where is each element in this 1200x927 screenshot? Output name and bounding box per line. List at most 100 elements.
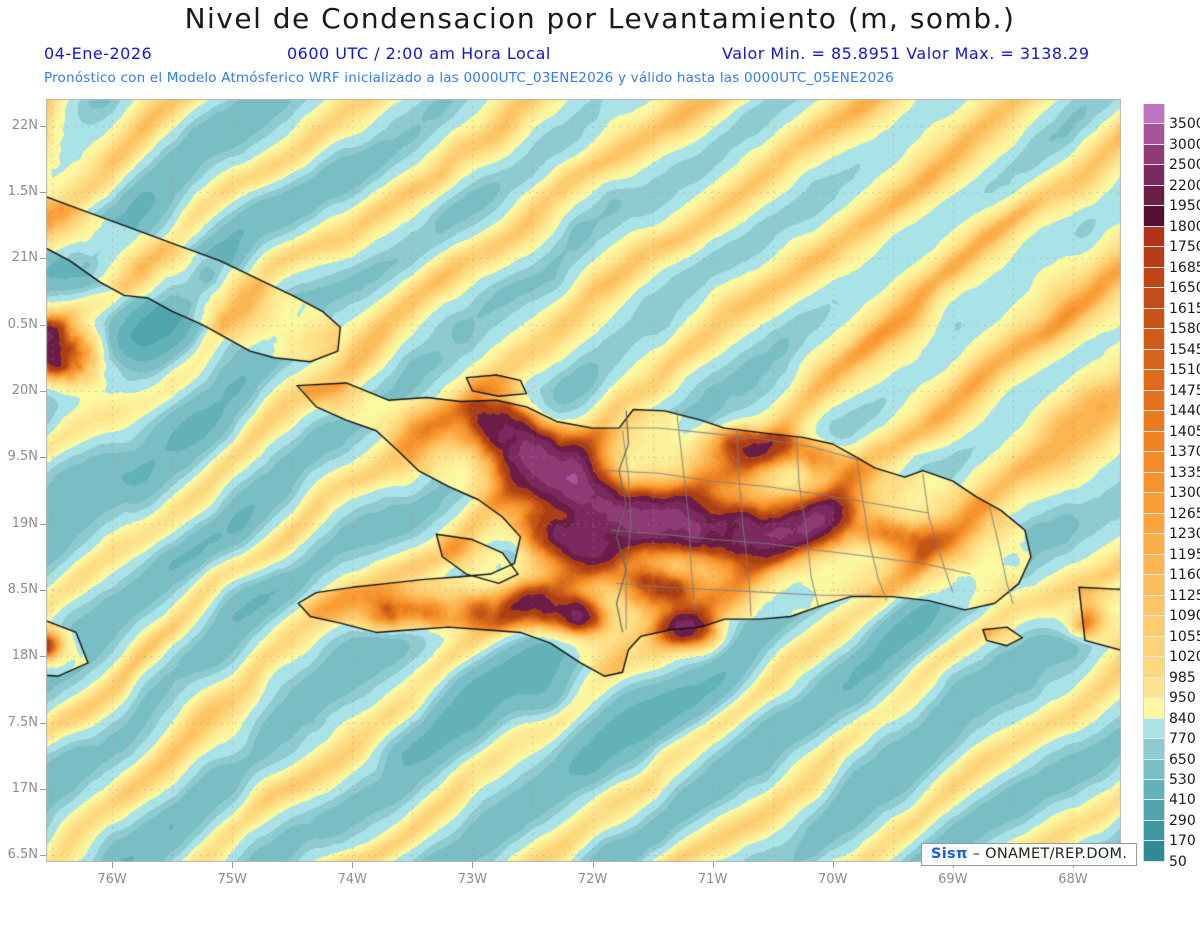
colorbar-cell: 1090 xyxy=(1143,595,1200,624)
colorbar-swatch xyxy=(1143,247,1165,268)
colorbar-cell: 650 xyxy=(1143,739,1196,768)
colorbar-cell: 1950 xyxy=(1143,185,1200,214)
colorbar-tick-label: 1580 xyxy=(1169,321,1200,338)
lcl-heatmap-canvas[interactable] xyxy=(46,99,1121,862)
chart-header: Nivel de Condensacion por Levantamiento … xyxy=(0,0,1200,95)
y-tick-label: 1.5N xyxy=(7,183,38,199)
y-tick-mark xyxy=(40,258,46,260)
colorbar-swatch xyxy=(1143,718,1165,740)
colorbar-swatch xyxy=(1143,595,1165,617)
colorbar-swatch xyxy=(1143,779,1165,801)
colorbar-tick-label: 1650 xyxy=(1169,280,1200,297)
colorbar-tick-label: 770 xyxy=(1169,731,1196,748)
colorbar-swatch xyxy=(1143,185,1165,207)
watermark-agency-label: – ONAMET/REP.DOM. xyxy=(972,846,1128,862)
colorbar-swatch xyxy=(1143,698,1165,719)
colorbar-swatch xyxy=(1143,288,1165,309)
x-tick-label: 76W xyxy=(97,872,127,887)
x-tick-label: 73W xyxy=(457,872,488,887)
colorbar-cell: 1195 xyxy=(1143,534,1200,563)
colorbar-tick-label: 3500 xyxy=(1169,116,1200,133)
colorbar-legend: 3500 3000 2500 2200 1950 1800 1750 1685 1650 1615… xyxy=(1143,104,1200,870)
colorbar-tick-label: 1230 xyxy=(1169,526,1200,543)
colorbar-tick-label: 1800 xyxy=(1169,218,1200,235)
colorbar-swatch xyxy=(1143,841,1165,862)
value-minmax: Valor Min. = 85.8951 Valor Max. = 3138.2… xyxy=(722,44,1090,63)
colorbar-cell: 530 xyxy=(1143,759,1196,788)
colorbar-tick-label: 1335 xyxy=(1169,464,1200,481)
colorbar-cell: 1545 xyxy=(1143,329,1200,358)
y-tick-mark xyxy=(40,722,46,724)
map-plot-area[interactable] xyxy=(46,99,1121,862)
colorbar-tick-label: 950 xyxy=(1169,690,1196,707)
colorbar-tick-label: 840 xyxy=(1169,710,1196,727)
y-tick-label: 0.5N xyxy=(7,316,38,332)
colorbar-tick-label: 290 xyxy=(1169,812,1196,829)
colorbar-swatch xyxy=(1143,472,1165,494)
colorbar-cell: 410 xyxy=(1143,779,1196,808)
y-tick-label: 6.5N xyxy=(7,847,38,863)
x-tick-label: 68W xyxy=(1058,872,1088,887)
colorbar-cell: 1020 xyxy=(1143,636,1200,665)
colorbar-swatch xyxy=(1143,513,1165,535)
colorbar-swatch xyxy=(1143,411,1165,432)
colorbar-swatch xyxy=(1143,820,1165,842)
y-tick-mark xyxy=(40,191,46,193)
colorbar-cell: 1405 xyxy=(1143,411,1200,440)
colorbar-tick-label: 1090 xyxy=(1169,608,1200,625)
colorbar-tick-label: 1370 xyxy=(1169,444,1200,461)
colorbar-swatch xyxy=(1143,308,1165,330)
colorbar-swatch xyxy=(1143,657,1165,678)
colorbar-cell: 1685 xyxy=(1143,247,1200,276)
colorbar-swatch xyxy=(1143,739,1165,760)
colorbar-cell: 1230 xyxy=(1143,513,1200,542)
colorbar-tick-label: 1160 xyxy=(1169,567,1200,584)
colorbar-cell: 985 xyxy=(1143,657,1196,686)
colorbar-tick-label: 1195 xyxy=(1169,546,1200,563)
watermark-onamet: Sisπ – ONAMET/REP.DOM. xyxy=(921,843,1138,866)
colorbar-tick-label: 985 xyxy=(1169,669,1196,686)
colorbar-cell: 1750 xyxy=(1143,226,1200,255)
colorbar-tick-label: 1440 xyxy=(1169,403,1200,420)
colorbar-swatch xyxy=(1143,206,1165,227)
y-tick-mark xyxy=(40,523,46,525)
colorbar-cell: 1475 xyxy=(1143,370,1200,399)
colorbar-cell: 290 xyxy=(1143,800,1196,829)
y-tick-label: 21N xyxy=(11,250,38,266)
colorbar-tick-label: 1510 xyxy=(1169,362,1200,379)
page-title: Nivel de Condensacion por Levantamiento … xyxy=(184,2,1016,35)
colorbar-swatch xyxy=(1143,329,1165,350)
x-tick-mark xyxy=(832,862,834,868)
colorbar-swatch xyxy=(1143,800,1165,821)
y-tick-mark xyxy=(40,855,46,857)
colorbar-cell: 1580 xyxy=(1143,308,1200,337)
y-tick-label: 9.5N xyxy=(7,449,38,465)
colorbar-tick-label: 1615 xyxy=(1169,300,1200,317)
colorbar-swatch xyxy=(1143,226,1165,248)
x-tick-label: 70W xyxy=(818,872,848,887)
colorbar-swatch xyxy=(1143,677,1165,699)
x-tick-label: 74W xyxy=(337,872,367,887)
colorbar-cell: 1370 xyxy=(1143,431,1200,460)
colorbar-swatch xyxy=(1143,165,1165,186)
x-tick-label: 69W xyxy=(938,872,968,887)
y-tick-mark xyxy=(40,390,46,392)
colorbar-tick-label: 1300 xyxy=(1169,485,1200,502)
y-tick-mark xyxy=(40,656,46,658)
colorbar-swatch xyxy=(1143,575,1165,596)
colorbar-tick-label: 3000 xyxy=(1169,136,1200,153)
colorbar-swatch xyxy=(1143,124,1165,145)
y-tick-label: 8.5N xyxy=(7,581,38,597)
colorbar-tick-label: 1950 xyxy=(1169,198,1200,215)
forecast-date: 04-Ene-2026 xyxy=(44,44,153,63)
colorbar-tick-label: 1685 xyxy=(1169,259,1200,276)
colorbar-swatch xyxy=(1143,493,1165,514)
x-tick-label: 71W xyxy=(697,872,728,887)
colorbar-tick-label: 1545 xyxy=(1169,341,1200,358)
colorbar-swatch xyxy=(1143,349,1165,371)
colorbar-tick-label: 2200 xyxy=(1169,177,1200,194)
colorbar-swatch xyxy=(1143,636,1165,658)
colorbar-cell: 1800 xyxy=(1143,206,1200,235)
colorbar-tick-label: 650 xyxy=(1169,751,1196,768)
colorbar-cell: 950 xyxy=(1143,677,1196,706)
